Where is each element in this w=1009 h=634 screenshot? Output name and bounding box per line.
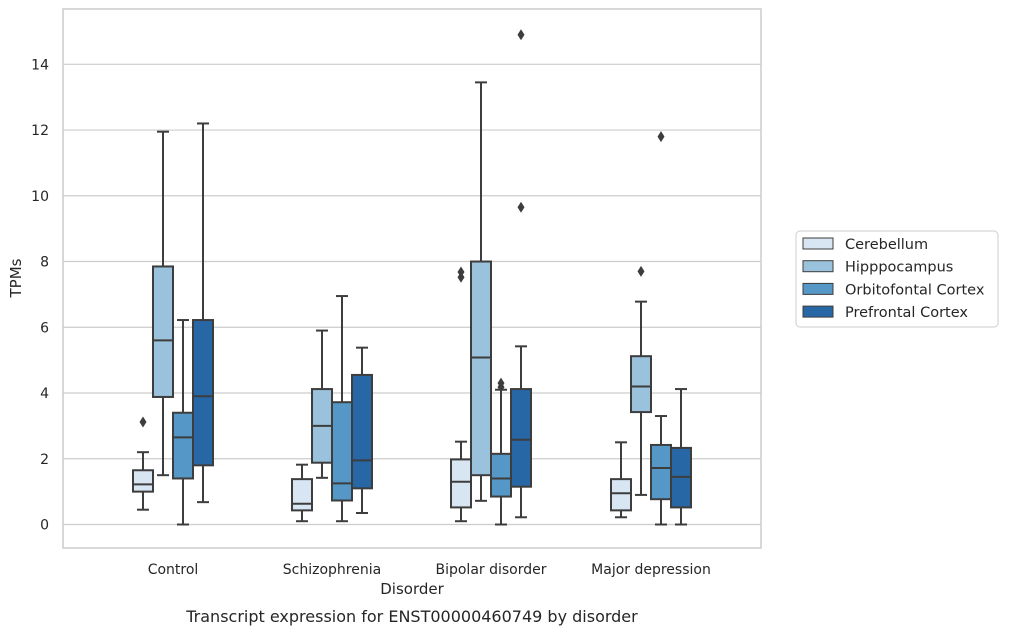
x-axis-title: Disorder [380, 580, 444, 598]
legend-swatch [802, 282, 834, 295]
legend-swatch [802, 260, 834, 273]
y-tick-label: 10 [31, 189, 49, 205]
legend-label: Hipppocampus [845, 260, 953, 276]
x-tick-label: Control [148, 562, 199, 578]
box-iqr [132, 469, 154, 493]
box-iqr [470, 260, 492, 477]
legend-frame [795, 230, 999, 328]
y-tick-label: 12 [31, 123, 49, 139]
y-axis-title: TPMs [7, 258, 25, 298]
x-tick-label: Schizophrenia [283, 562, 381, 578]
series-prefrontal-cortex [192, 29, 692, 526]
outlier-point [457, 266, 465, 278]
outlier-point [517, 29, 525, 41]
chart-caption: Transcript expression for ENST0000046074… [185, 607, 638, 626]
legend-swatch [802, 237, 834, 250]
legend-item: Prefrontal Cortex [802, 305, 968, 321]
legend-label: Orbitofontal Cortex [845, 282, 985, 298]
x-tick-labels: Control Schizophrenia Bipolar disorder Majo… [148, 562, 711, 578]
legend-label: Cerebellum [845, 237, 928, 253]
y-tick-label: 8 [40, 255, 49, 271]
x-tick-label: Major depression [591, 562, 711, 578]
y-tick-label: 2 [40, 452, 49, 468]
box-iqr [152, 265, 174, 398]
box-iqr [630, 355, 652, 414]
y-tick-label: 4 [40, 386, 49, 402]
outlier-point [517, 201, 525, 213]
legend-label: Prefrontal Cortex [845, 305, 968, 321]
box [152, 130, 174, 477]
legend: Cerebellum Hipppocampus Orbitofontal Corte… [795, 230, 999, 328]
box [311, 329, 333, 479]
box [192, 122, 214, 504]
box [291, 463, 313, 523]
box [450, 266, 472, 523]
y-tick-labels: 0 2 4 6 8 10 12 14 [31, 57, 49, 533]
box-iqr [490, 452, 512, 498]
box-iqr [172, 411, 194, 480]
outlier-point [139, 416, 147, 428]
legend-item: Orbitofontal Cortex [802, 282, 985, 298]
y-tick-label: 14 [31, 57, 49, 73]
box [490, 377, 512, 526]
box [470, 81, 492, 502]
box [630, 265, 652, 496]
box [351, 346, 373, 514]
x-tick-label: Bipolar disorder [435, 562, 546, 578]
box [132, 416, 154, 511]
legend-item: Hipppocampus [802, 260, 953, 276]
box-iqr [331, 401, 353, 502]
box-iqr [450, 458, 472, 509]
outlier-point [657, 131, 665, 143]
legend-item: Cerebellum [802, 237, 928, 253]
box-iqr [510, 388, 532, 488]
y-tick-label: 6 [40, 320, 49, 336]
box-iqr [610, 478, 632, 512]
outlier-point [637, 265, 645, 277]
box-iqr [291, 478, 313, 512]
box-iqr [650, 443, 672, 501]
box-iqr [351, 373, 373, 490]
series-hipppocampus [152, 81, 652, 502]
box [331, 295, 353, 523]
plot-frame [62, 8, 762, 549]
box [670, 388, 692, 526]
legend-swatch [802, 305, 834, 318]
box-series [132, 29, 692, 526]
box [510, 29, 532, 519]
y-tick-label: 0 [40, 518, 49, 534]
box [610, 441, 632, 519]
box-iqr [192, 319, 214, 467]
outlier-point [497, 377, 505, 389]
series-cerebellum [132, 266, 632, 523]
box [172, 319, 194, 526]
